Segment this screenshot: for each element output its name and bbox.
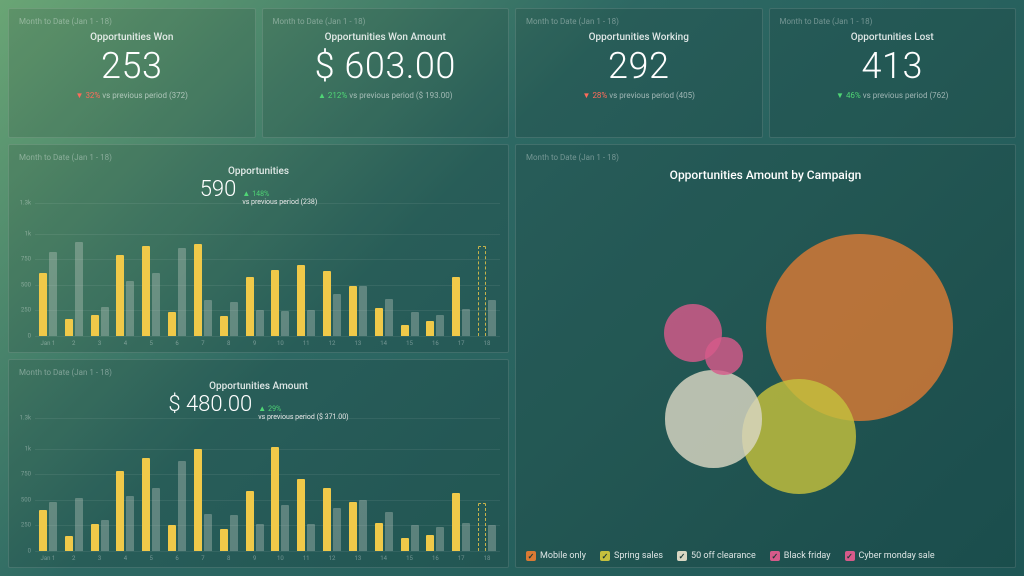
- checkbox-icon[interactable]: ✓: [600, 551, 610, 561]
- period-label: Month to Date (Jan 1 - 18): [19, 17, 245, 26]
- bubble[interactable]: [665, 370, 763, 468]
- trend-down-icon: ▼46%: [836, 91, 861, 100]
- checkbox-icon[interactable]: ✓: [526, 551, 536, 561]
- dashboard-grid: Month to Date (Jan 1 - 18) Opportunities…: [8, 8, 1016, 568]
- period-label: Month to Date (Jan 1 - 18): [19, 368, 498, 377]
- checkbox-icon[interactable]: ✓: [770, 551, 780, 561]
- legend-label: Mobile only: [540, 551, 586, 561]
- period-label: Month to Date (Jan 1 - 18): [526, 17, 752, 26]
- kpi-title: Opportunities Working: [526, 32, 752, 43]
- kpi-card-lost: Month to Date (Jan 1 - 18) Opportunities…: [769, 8, 1017, 138]
- period-label: Month to Date (Jan 1 - 18): [19, 153, 498, 162]
- period-label: Month to Date (Jan 1 - 18): [526, 153, 1005, 162]
- kpi-title: Opportunities Won Amount: [273, 32, 499, 43]
- legend-item[interactable]: ✓ 50 off clearance: [677, 551, 756, 561]
- kpi-subtext: ▼32% vs previous period (372): [19, 91, 245, 100]
- y-axis-labels: 02505007501k1.3k: [9, 203, 33, 336]
- kpi-value: 292: [526, 45, 752, 87]
- kpi-value: 253: [19, 45, 245, 87]
- chart-value: $ 480.00: [168, 392, 252, 417]
- period-label: Month to Date (Jan 1 - 18): [273, 17, 499, 26]
- bar-chart: [35, 418, 500, 551]
- chart-card-bubbles: Month to Date (Jan 1 - 18) Opportunities…: [515, 144, 1016, 568]
- trend-up-icon: ▲212%: [318, 91, 347, 100]
- kpi-title: Opportunities Won: [19, 32, 245, 43]
- period-label: Month to Date (Jan 1 - 18): [780, 17, 1006, 26]
- legend-label: Black friday: [784, 551, 831, 561]
- kpi-value: $ 603.00: [273, 45, 499, 87]
- trend-down-icon: ▼32%: [76, 91, 101, 100]
- bubble-chart: [516, 195, 1015, 517]
- chart-value: 590: [200, 177, 237, 202]
- kpi-value: 413: [780, 45, 1006, 87]
- chart-card-opportunities-amount: Month to Date (Jan 1 - 18) Opportunities…: [8, 359, 509, 568]
- legend-item[interactable]: ✓ Cyber monday sale: [845, 551, 935, 561]
- chart-title: Opportunities Amount: [19, 381, 498, 392]
- legend-item[interactable]: ✓ Mobile only: [526, 551, 586, 561]
- kpi-card-won-amount: Month to Date (Jan 1 - 18) Opportunities…: [262, 8, 510, 138]
- bar-chart: [35, 203, 500, 336]
- bubble[interactable]: [705, 337, 742, 374]
- chart-card-opportunities: Month to Date (Jan 1 - 18) Opportunities…: [8, 144, 509, 353]
- kpi-subtext: ▼46% vs previous period (762): [780, 91, 1006, 100]
- legend-label: Cyber monday sale: [859, 551, 935, 561]
- legend-label: Spring sales: [614, 551, 663, 561]
- chart-legend: ✓ Mobile only ✓ Spring sales ✓ 50 off clearan…: [526, 551, 1005, 561]
- trend-down-icon: ▼28%: [583, 91, 608, 100]
- checkbox-icon[interactable]: ✓: [677, 551, 687, 561]
- kpi-subtext: ▼28% vs previous period (405): [526, 91, 752, 100]
- y-axis-labels: 02505007501k1.3k: [9, 418, 33, 551]
- legend-label: 50 off clearance: [691, 551, 756, 561]
- kpi-subtext: ▲212% vs previous period ($ 193.00): [273, 91, 499, 100]
- checkbox-icon[interactable]: ✓: [845, 551, 855, 561]
- chart-title: Opportunities: [19, 166, 498, 177]
- x-axis-labels: Jan 123456789101112131415161718: [35, 555, 500, 565]
- chart-title: Opportunities Amount by Campaign: [526, 168, 1005, 182]
- kpi-title: Opportunities Lost: [780, 32, 1006, 43]
- legend-item[interactable]: ✓ Spring sales: [600, 551, 663, 561]
- kpi-card-won: Month to Date (Jan 1 - 18) Opportunities…: [8, 8, 256, 138]
- kpi-card-working: Month to Date (Jan 1 - 18) Opportunities…: [515, 8, 763, 138]
- x-axis-labels: Jan 123456789101112131415161718: [35, 340, 500, 350]
- legend-item[interactable]: ✓ Black friday: [770, 551, 831, 561]
